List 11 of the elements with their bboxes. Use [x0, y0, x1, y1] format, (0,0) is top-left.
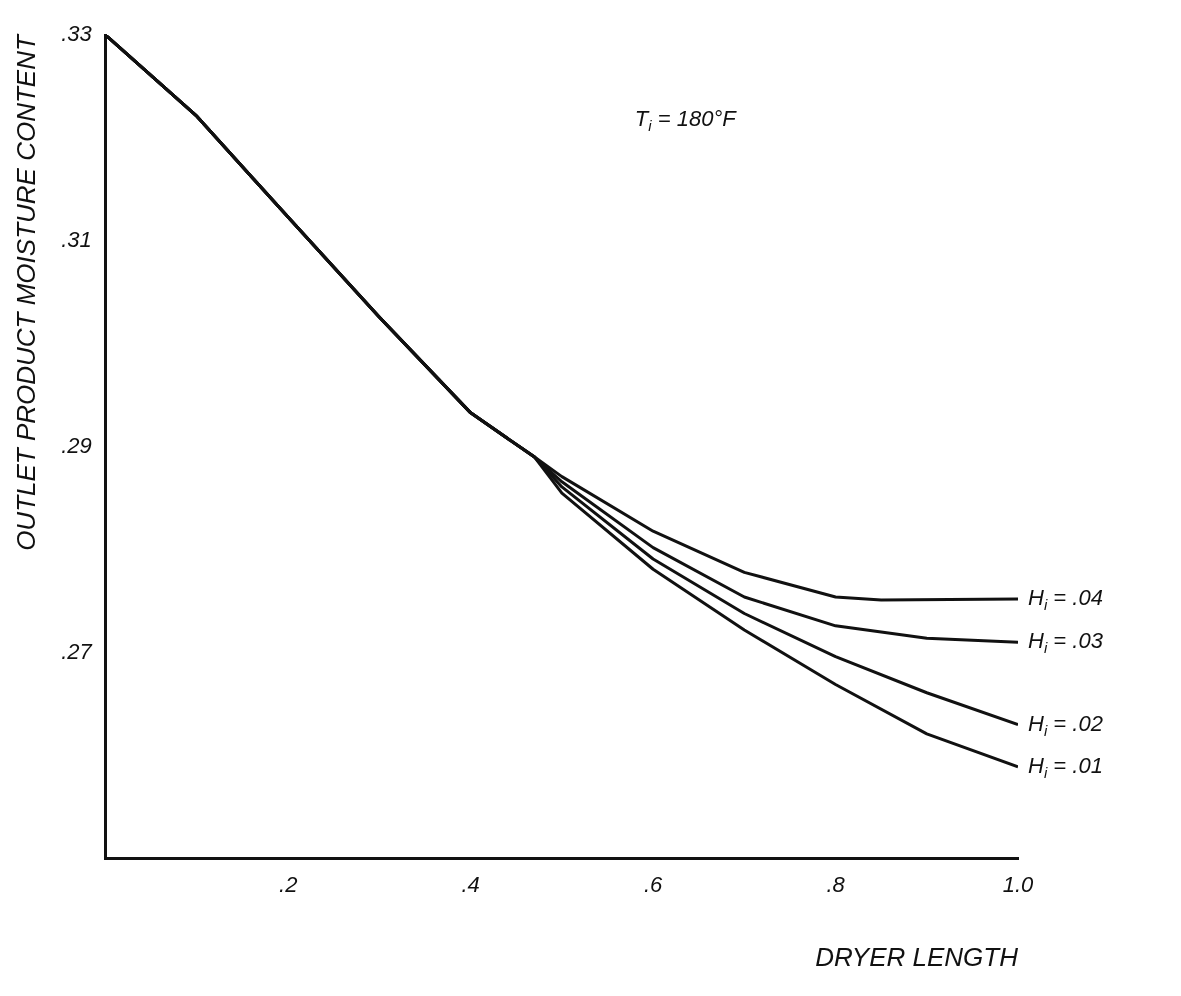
x-tick-label: .8	[826, 871, 846, 897]
y-axis-title: OUTLET PRODUCT MOISTURE CONTENT	[10, 33, 41, 551]
x-tick-label: .2	[279, 871, 298, 897]
x-tick-label: .6	[643, 871, 664, 897]
y-tick-label: .27	[61, 638, 93, 664]
x-axis-title: DRYER LENGTH	[815, 941, 1019, 972]
y-tick-label: .31	[61, 227, 92, 253]
y-tick-label: .33	[61, 21, 93, 47]
x-tick-label: 1.0	[1002, 871, 1035, 897]
x-tick-label: .4	[461, 871, 480, 897]
y-tick-label: .29	[61, 432, 92, 458]
